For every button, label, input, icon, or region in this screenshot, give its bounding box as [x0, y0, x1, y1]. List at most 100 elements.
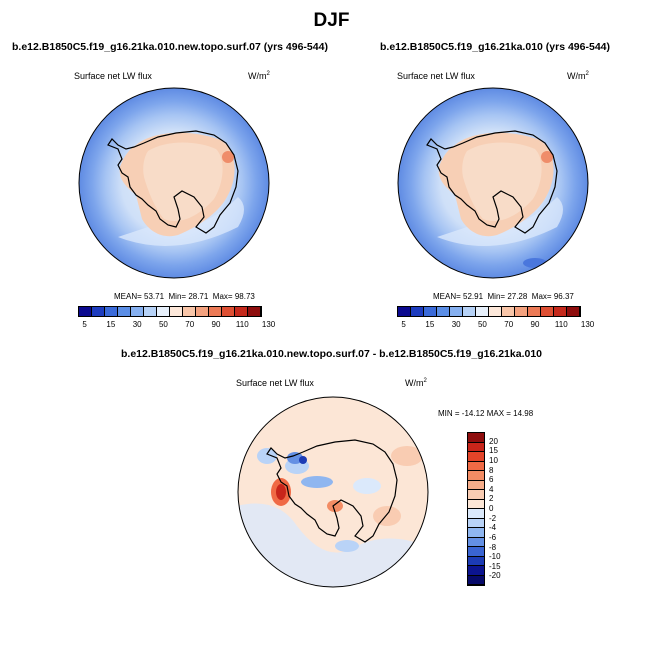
units-exp: 2: [266, 71, 270, 77]
colorbar-swatch: [248, 307, 261, 316]
colorbar-label: -4: [489, 523, 497, 533]
diff-colorbar: [467, 432, 485, 586]
colorbar-swatch: [450, 307, 463, 316]
max-label: Max=: [212, 292, 233, 301]
max-value: 96.37: [553, 292, 574, 301]
panel-left-colorbar-labels: 5 15 30 50 70 90 110 130: [78, 320, 275, 332]
mean-value: 52.91: [463, 292, 484, 301]
colorbar-swatch: [196, 307, 209, 316]
mean-value: 53.71: [144, 292, 165, 301]
colorbar-swatch: [468, 575, 484, 585]
colorbar-swatch: [170, 307, 183, 316]
panel-right-colorbar: [397, 306, 581, 317]
colorbar-label: 90: [211, 320, 221, 329]
panel-left-variable: Surface net LW flux: [74, 71, 152, 81]
max-label: Max=: [531, 292, 552, 301]
colorbar-label: -15: [489, 561, 501, 571]
colorbar-swatch: [468, 509, 484, 519]
units-base: W/m: [567, 71, 586, 81]
colorbar-swatch: [468, 490, 484, 500]
figure-title: DJF: [313, 10, 350, 31]
colorbar-swatch: [105, 307, 118, 316]
colorbar-label: 6: [489, 475, 494, 485]
colorbar-label: -20: [489, 571, 501, 581]
colorbar-label: 15: [106, 320, 116, 329]
colorbar-label: 5: [401, 320, 406, 329]
colorbar-label: -2: [489, 513, 497, 523]
colorbar-label: 20: [489, 436, 498, 446]
colorbar-swatch: [468, 452, 484, 462]
min-label: Min=: [168, 292, 187, 301]
panel-right-variable: Surface net LW flux: [397, 71, 475, 81]
colorbar-swatch: [567, 307, 580, 316]
colorbar-swatch: [209, 307, 222, 316]
panel-right-run-title: b.e12.B1850C5.f19_g16.21ka.010 (yrs 496-…: [380, 41, 610, 53]
colorbar-swatch: [528, 307, 541, 316]
colorbar-label: 90: [530, 320, 540, 329]
colorbar-label: 4: [489, 484, 494, 494]
colorbar-label: 130: [261, 320, 276, 329]
colorbar-label: 70: [504, 320, 514, 329]
diff-minmax: MIN = -14.12 MAX = 14.98: [438, 409, 534, 418]
colorbar-label: 5: [82, 320, 87, 329]
mean-label: MEAN=: [114, 292, 142, 301]
colorbar-swatch: [468, 547, 484, 557]
colorbar-label: 2: [489, 494, 494, 504]
colorbar-label: -8: [489, 542, 497, 552]
colorbar-swatch: [468, 471, 484, 481]
colorbar-swatch: [411, 307, 424, 316]
colorbar-swatch: [468, 433, 484, 443]
colorbar-swatch: [79, 307, 92, 316]
colorbar-swatch: [468, 442, 484, 452]
panel-left-units: W/m2: [248, 71, 270, 81]
colorbar-swatch: [398, 307, 411, 316]
colorbar-label: 50: [477, 320, 487, 329]
colorbar-label: 50: [158, 320, 168, 329]
colorbar-swatch: [437, 307, 450, 316]
min-value: 28.71: [188, 292, 209, 301]
colorbar-swatch: [468, 528, 484, 538]
units-base: W/m: [248, 71, 267, 81]
colorbar-swatch: [468, 461, 484, 471]
colorbar-label: 30: [132, 320, 142, 329]
min-label: Min=: [487, 292, 506, 301]
colorbar-label: 130: [580, 320, 595, 329]
panel-left-map: [78, 87, 270, 279]
colorbar-label: 10: [489, 455, 498, 465]
max-value: 98.73: [234, 292, 255, 301]
units-exp: 2: [585, 71, 589, 77]
colorbar-label: 0: [489, 504, 494, 513]
colorbar-swatch: [222, 307, 235, 316]
panel-left-colorbar: [78, 306, 262, 317]
colorbar-swatch: [468, 480, 484, 490]
colorbar-swatch: [235, 307, 248, 316]
colorbar-swatch: [554, 307, 567, 316]
diff-run-title: b.e12.B1850C5.f19_g16.21ka.010.new.topo.…: [120, 348, 543, 360]
colorbar-swatch: [463, 307, 476, 316]
colorbar-swatch: [424, 307, 437, 316]
mean-label: MEAN=: [433, 292, 461, 301]
diff-colorbar-labels: 20 15 10 8 6 4 2 0 -2 -4 -6 -8 -10 -15 -20: [489, 432, 519, 586]
colorbar-label: 30: [451, 320, 461, 329]
colorbar-label: -6: [489, 532, 497, 542]
colorbar-swatch: [541, 307, 554, 316]
colorbar-swatch: [131, 307, 144, 316]
colorbar-swatch: [144, 307, 157, 316]
colorbar-swatch: [468, 537, 484, 547]
colorbar-swatch: [476, 307, 489, 316]
panel-left-run-title: b.e12.B1850C5.f19_g16.21ka.010.new.topo.…: [12, 41, 328, 53]
colorbar-label: 70: [185, 320, 195, 329]
colorbar-swatch: [183, 307, 196, 316]
colorbar-swatch: [468, 556, 484, 566]
colorbar-swatch: [502, 307, 515, 316]
colorbar-swatch: [489, 307, 502, 316]
colorbar-swatch: [468, 518, 484, 528]
min-value: 27.28: [507, 292, 528, 301]
diff-units: W/m2: [405, 378, 427, 388]
diff-map: [237, 396, 429, 588]
colorbar-swatch: [468, 499, 484, 509]
panel-right-map: [397, 87, 589, 279]
diff-variable: Surface net LW flux: [236, 378, 314, 388]
colorbar-label: 8: [489, 465, 494, 475]
colorbar-swatch: [468, 566, 484, 576]
